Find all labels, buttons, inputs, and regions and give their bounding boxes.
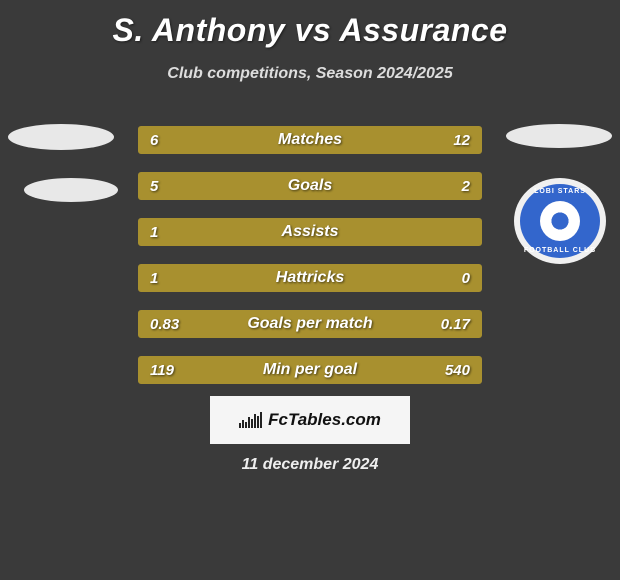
club-badge-top-text: LOBI STARS: [534, 188, 586, 195]
ball-icon: [540, 201, 580, 241]
stat-row: 1 Assists: [138, 218, 482, 246]
stat-value-left: 5: [150, 178, 158, 195]
chart-icon: [239, 412, 262, 428]
stat-row: 5 Goals 2: [138, 172, 482, 200]
stat-value-right: 0.17: [441, 316, 470, 333]
club-badge: LOBI STARS FOOTBALL CLUB: [514, 178, 606, 264]
stat-row: 119 Min per goal 540: [138, 356, 482, 384]
fctables-text: FcTables.com: [268, 410, 381, 430]
stat-label: Matches: [278, 131, 342, 149]
stat-value-left: 1: [150, 270, 158, 287]
subtitle: Club competitions, Season 2024/2025: [0, 65, 620, 83]
stat-value-left: 1: [150, 224, 158, 241]
stat-row: 0.83 Goals per match 0.17: [138, 310, 482, 338]
player-left-ellipse-1: [8, 124, 114, 150]
player-right-ellipse: [506, 124, 612, 148]
stat-label: Goals: [288, 177, 332, 195]
stat-value-right: 2: [462, 178, 470, 195]
stat-value-left: 6: [150, 132, 158, 149]
stat-value-left: 119: [150, 362, 174, 379]
stat-row: 1 Hattricks 0: [138, 264, 482, 292]
player-left-ellipse-2: [24, 178, 118, 202]
club-badge-bottom-text: FOOTBALL CLUB: [524, 247, 596, 254]
fctables-watermark: FcTables.com: [210, 396, 410, 444]
stat-value-left: 0.83: [150, 316, 179, 333]
stat-fill-left: [140, 174, 383, 198]
stat-label: Goals per match: [247, 315, 372, 333]
stat-value-right: 540: [445, 362, 470, 379]
stat-label: Min per goal: [263, 361, 357, 379]
stat-label: Assists: [282, 223, 339, 241]
stat-value-right: 12: [453, 132, 470, 149]
stat-row: 6 Matches 12: [138, 126, 482, 154]
page-title: S. Anthony vs Assurance: [0, 0, 620, 49]
stat-value-right: 0: [462, 270, 470, 287]
stat-rows: 6 Matches 12 5 Goals 2 1 Assists 1 Hattricks 0 0.83…: [138, 126, 482, 402]
date-label: 11 december 2024: [242, 456, 379, 474]
stat-label: Hattricks: [276, 269, 344, 287]
